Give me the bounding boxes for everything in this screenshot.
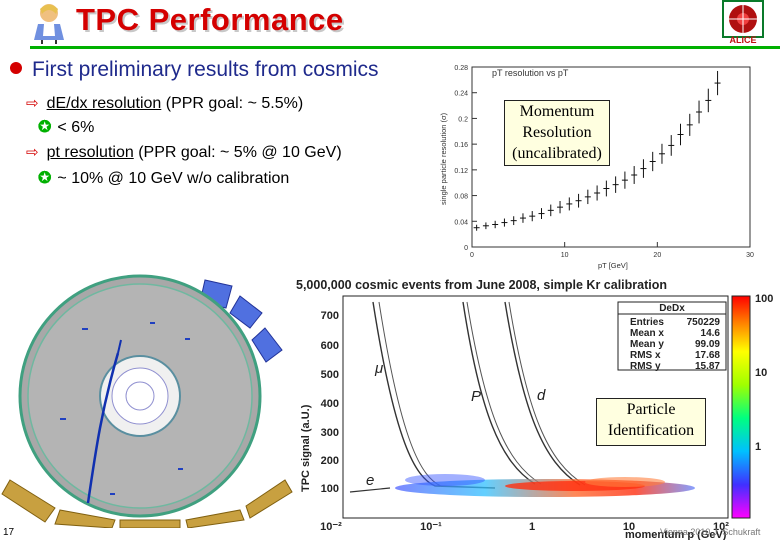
particle-identification-label: Particle Identification bbox=[596, 398, 706, 446]
page-title: TPC Performance bbox=[76, 2, 344, 37]
deuteron-label: d bbox=[537, 387, 546, 404]
bullet-dot-icon bbox=[10, 62, 22, 74]
bullet-dedx: ⇨ dE/dx resolution (PPR goal: ~ 5.5%) bbox=[26, 94, 303, 113]
pt-xtick-label: 30 bbox=[746, 252, 754, 259]
pt-plot-xlabel: pT [GeV] bbox=[598, 261, 628, 270]
pt-plot-title: pT resolution vs pT bbox=[492, 68, 569, 78]
footer-credit: Vienna 2010 J. Schukraft bbox=[660, 527, 761, 537]
bullet-dedx-result-text: < 6% bbox=[57, 119, 95, 136]
pid-xtick: 10 bbox=[623, 521, 635, 533]
bullet-dedx-label: dE/dx resolution bbox=[46, 95, 162, 112]
alice-logo-icon bbox=[722, 0, 764, 38]
bullet-pt-result: ✪ ~ 10% @ 10 GeV w/o calibration bbox=[38, 168, 289, 188]
proton-label: P bbox=[471, 388, 481, 405]
bullet-pt: ⇨ pt resolution (PPR goal: ~ 5% @ 10 GeV) bbox=[26, 143, 342, 162]
pid-ytick: 500 bbox=[321, 369, 339, 381]
pt-ytick-label: 0.04 bbox=[454, 219, 468, 226]
muon-label: μ bbox=[374, 360, 383, 377]
pid-ytick: 200 bbox=[321, 455, 339, 467]
title-divider bbox=[30, 46, 435, 49]
pid-xtick: 1 bbox=[529, 521, 535, 533]
pid-ytick: 700 bbox=[321, 310, 339, 322]
colorbar-tick: 1 bbox=[755, 441, 761, 453]
bullet-dedx-result: ✪ < 6% bbox=[38, 117, 94, 137]
arrow-icon: ⇨ bbox=[26, 144, 39, 161]
pt-ytick-label: 0.08 bbox=[454, 194, 468, 201]
bullet-main: First preliminary results from cosmics bbox=[10, 58, 379, 82]
arrow-icon: ⇨ bbox=[26, 95, 39, 112]
stats-key: Mean y bbox=[630, 339, 664, 350]
pid-plot-header: 5,000,000 cosmic events from June 2008, … bbox=[296, 278, 668, 292]
pt-ytick-label: 0.28 bbox=[454, 65, 468, 72]
stats-value: 17.68 bbox=[695, 350, 720, 361]
stats-title: DeDx bbox=[659, 303, 685, 314]
momentum-label-line2: Resolution bbox=[522, 124, 592, 141]
pt-ytick-label: 0.24 bbox=[454, 91, 468, 98]
pt-plot-points bbox=[473, 70, 721, 231]
pid-label-line2: Identification bbox=[607, 422, 695, 439]
pid-ytick: 100 bbox=[321, 483, 339, 495]
stats-key: RMS x bbox=[630, 350, 661, 361]
pt-ytick-label: 0.16 bbox=[454, 142, 468, 149]
pt-ytick-label: 0.12 bbox=[454, 168, 468, 175]
momentum-resolution-label: Momentum Resolution (uncalibrated) bbox=[504, 100, 610, 166]
color-bar bbox=[731, 295, 751, 519]
stats-key: Entries bbox=[630, 317, 664, 328]
bullet-pt-result-text: ~ 10% @ 10 GeV w/o calibration bbox=[57, 170, 290, 187]
alice-logo-text: ALICE bbox=[729, 35, 757, 45]
bullet-pt-label: pt resolution bbox=[46, 144, 134, 161]
pid-xlabel: momentum p (GeV) bbox=[625, 529, 727, 540]
pt-xtick-label: 20 bbox=[653, 252, 661, 259]
bullet-pt-rest: (PPR goal: ~ 5% @ 10 GeV) bbox=[133, 144, 342, 161]
bullet-dedx-rest: (PPR goal: ~ 5.5%) bbox=[161, 95, 304, 112]
alice-mascot-icon bbox=[34, 4, 64, 44]
pt-ytick-label: 0 bbox=[464, 245, 468, 252]
alice-logo: ALICE bbox=[722, 0, 764, 46]
pt-xtick-label: 10 bbox=[561, 252, 569, 259]
colorbar-tick: 100 bbox=[755, 293, 773, 305]
pt-xtick-label: 0 bbox=[470, 252, 474, 259]
momentum-label-line3: (uncalibrated) bbox=[512, 145, 602, 162]
pt-ytick-label: 0.2 bbox=[458, 116, 468, 123]
check-icon: ✪ bbox=[38, 119, 52, 136]
momentum-label-line1: Momentum bbox=[519, 103, 595, 120]
pt-plot-frame bbox=[471, 66, 751, 248]
pid-label-line1: Particle bbox=[626, 401, 676, 418]
stats-key: RMS y bbox=[630, 361, 661, 372]
event-display bbox=[0, 258, 300, 528]
stats-value: 14.6 bbox=[701, 328, 721, 339]
pid-plot: μ P d e 700 600 500 400 300 200 100 TPC … bbox=[300, 293, 773, 540]
stats-value: 750229 bbox=[687, 317, 721, 328]
bullet-main-text: First preliminary results from cosmics bbox=[32, 58, 379, 81]
pid-ytick: 400 bbox=[321, 398, 339, 410]
stats-value: 15.87 bbox=[695, 361, 720, 372]
pid-xtick: 10⁻² bbox=[320, 521, 342, 533]
electron-label: e bbox=[366, 472, 374, 489]
pid-ytick: 600 bbox=[321, 340, 339, 352]
pid-xtick: 10⁻¹ bbox=[420, 521, 442, 533]
pid-xtick: 10² bbox=[713, 521, 729, 533]
stats-key: Mean x bbox=[630, 328, 664, 339]
check-icon: ✪ bbox=[38, 170, 52, 187]
pid-ytick: 300 bbox=[321, 427, 339, 439]
stats-value: 99.09 bbox=[695, 339, 720, 350]
title-divider-right bbox=[435, 46, 780, 49]
slide-number: 17 bbox=[3, 527, 15, 538]
colorbar-tick: 10 bbox=[755, 367, 767, 379]
pt-plot-ylabel: single particle resolution (σ) bbox=[439, 112, 448, 205]
pid-ylabel: TPC signal (a.U.) bbox=[300, 404, 312, 492]
pt-plot-axes: 0 0.04 0.08 0.12 0.16 0.2 0.24 0.28 0 10 20 30 bbox=[454, 65, 754, 259]
